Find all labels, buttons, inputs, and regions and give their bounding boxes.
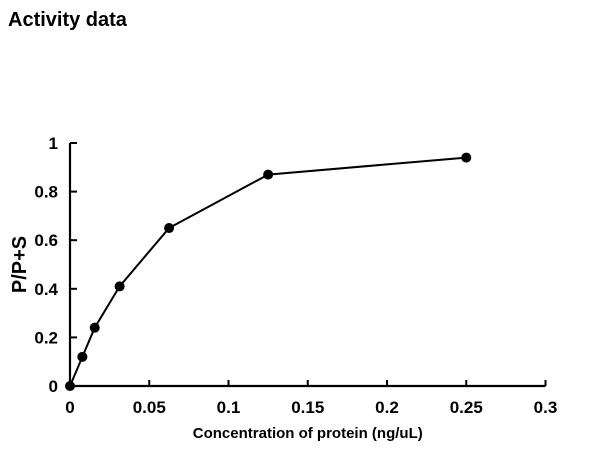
y-tick-label: 0 xyxy=(49,377,58,396)
x-tick-label: 0.3 xyxy=(534,398,558,417)
data-point xyxy=(164,223,175,234)
y-axis-title: P/P+S xyxy=(9,236,31,293)
y-tick-label: 1 xyxy=(49,134,58,153)
x-axis-title: Concentration of protein (ng/uL) xyxy=(193,425,423,442)
y-tick-label: 0.8 xyxy=(34,183,58,202)
data-point xyxy=(461,152,472,163)
data-point xyxy=(77,351,88,362)
data-point xyxy=(65,381,75,391)
x-tick-label: 0 xyxy=(65,398,74,417)
x-tick-label: 0.15 xyxy=(291,398,324,417)
y-tick-label: 0.4 xyxy=(34,280,58,299)
data-point xyxy=(263,169,274,180)
data-point xyxy=(114,281,125,292)
series-line xyxy=(69,156,467,387)
chart-title: Activity data xyxy=(8,9,127,31)
x-tick-label: 0.1 xyxy=(217,398,241,417)
y-tick-label: 0.2 xyxy=(34,328,58,347)
data-point xyxy=(89,322,100,333)
x-tick-label: 0.05 xyxy=(133,398,166,417)
x-tick-label: 0.2 xyxy=(375,398,399,417)
x-tick-label: 0.25 xyxy=(450,398,483,417)
y-tick-label: 0.6 xyxy=(34,231,58,250)
